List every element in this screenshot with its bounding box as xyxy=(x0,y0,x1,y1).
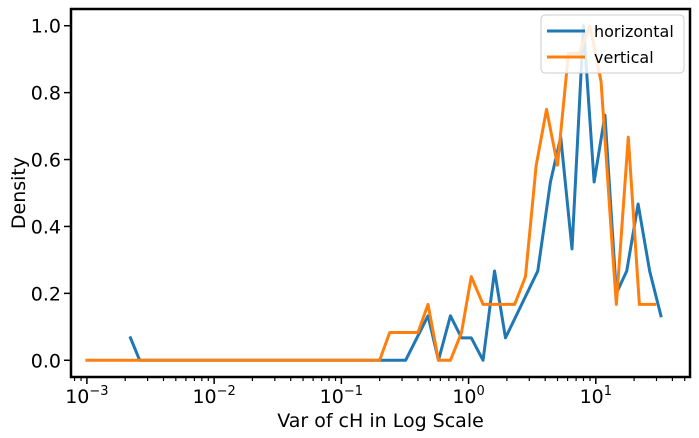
y-axis: 0.0 0.2 0.4 0.6 0.8 1.0 xyxy=(31,16,71,372)
series-layer xyxy=(85,24,663,362)
x-tick-label: 10−1 xyxy=(320,384,363,408)
legend: horizontal vertical xyxy=(540,14,685,74)
legend-label-horizontal: horizontal xyxy=(594,22,674,41)
y-tick-label: 0.8 xyxy=(31,83,61,105)
x-tick-label: 101 xyxy=(580,384,612,408)
y-tick-label: 1.0 xyxy=(31,16,61,38)
x-tick-label: 10−3 xyxy=(65,384,108,408)
series-line-vertical xyxy=(85,24,657,362)
x-axis-label: Var of cH in Log Scale xyxy=(277,410,484,432)
y-tick-label: 0.0 xyxy=(31,350,61,372)
x-axis: 10−3 10−2 10−1 100 101 xyxy=(65,377,686,408)
series-line-horizontal xyxy=(128,24,663,362)
y-axis-label: Density xyxy=(8,157,30,229)
y-tick-label: 0.4 xyxy=(31,216,61,238)
legend-label-vertical: vertical xyxy=(594,48,654,67)
y-tick-label: 0.2 xyxy=(31,283,61,305)
y-tick-label: 0.6 xyxy=(31,150,61,172)
x-tick-label: 100 xyxy=(452,384,484,408)
plot-frame xyxy=(69,7,692,379)
x-tick-label: 10−2 xyxy=(192,384,235,408)
